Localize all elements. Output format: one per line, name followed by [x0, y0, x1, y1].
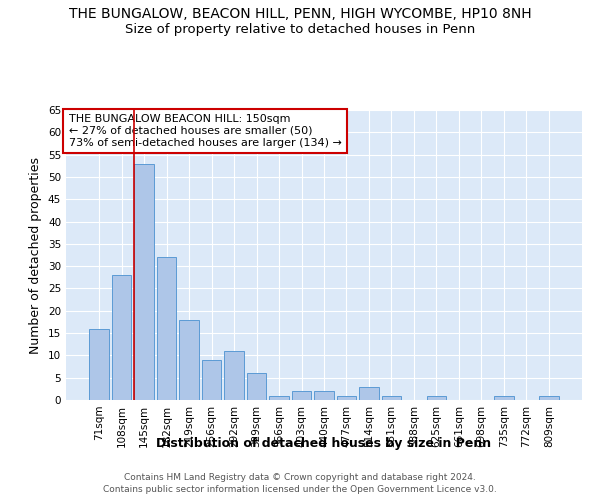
Bar	[314, 391, 334, 400]
Bar	[337, 396, 356, 400]
Text: Distribution of detached houses by size in Penn: Distribution of detached houses by size …	[157, 438, 491, 450]
Bar	[89, 328, 109, 400]
Bar	[134, 164, 154, 400]
Bar	[157, 257, 176, 400]
Y-axis label: Number of detached properties: Number of detached properties	[29, 156, 43, 354]
Text: Contains public sector information licensed under the Open Government Licence v3: Contains public sector information licen…	[103, 485, 497, 494]
Text: THE BUNGALOW BEACON HILL: 150sqm
← 27% of detached houses are smaller (50)
73% o: THE BUNGALOW BEACON HILL: 150sqm ← 27% o…	[68, 114, 341, 148]
Bar	[494, 396, 514, 400]
Bar	[112, 275, 131, 400]
Text: THE BUNGALOW, BEACON HILL, PENN, HIGH WYCOMBE, HP10 8NH: THE BUNGALOW, BEACON HILL, PENN, HIGH WY…	[68, 8, 532, 22]
Bar	[382, 396, 401, 400]
Bar	[539, 396, 559, 400]
Bar	[247, 373, 266, 400]
Bar	[269, 396, 289, 400]
Bar	[202, 360, 221, 400]
Bar	[179, 320, 199, 400]
Bar	[292, 391, 311, 400]
Bar	[224, 351, 244, 400]
Bar	[427, 396, 446, 400]
Text: Size of property relative to detached houses in Penn: Size of property relative to detached ho…	[125, 22, 475, 36]
Bar	[359, 386, 379, 400]
Text: Contains HM Land Registry data © Crown copyright and database right 2024.: Contains HM Land Registry data © Crown c…	[124, 472, 476, 482]
